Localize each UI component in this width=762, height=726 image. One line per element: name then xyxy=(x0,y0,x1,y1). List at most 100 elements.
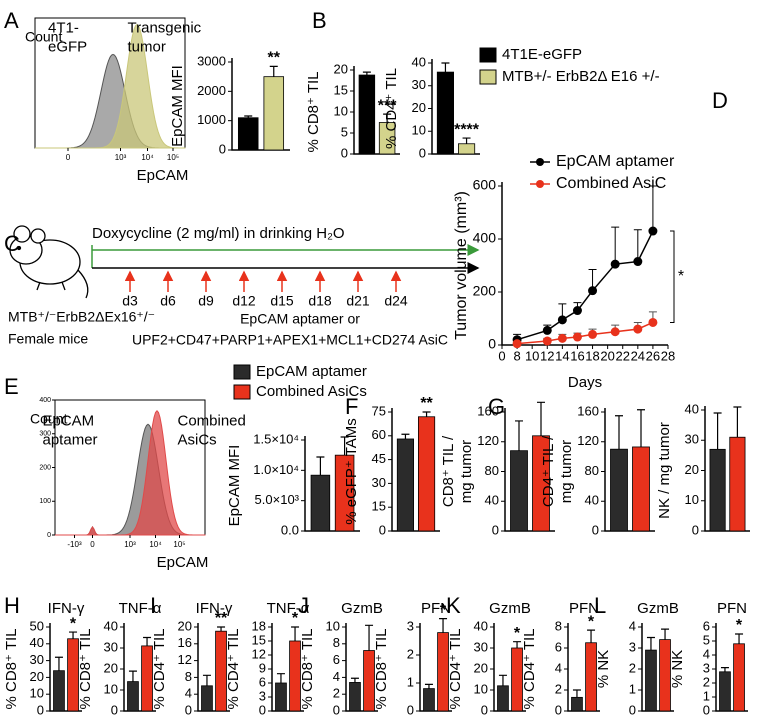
y-tick-label: 0 xyxy=(555,702,562,717)
y-tick-label: 2000 xyxy=(197,83,226,98)
y-tick-label: 2 xyxy=(703,674,710,689)
panel-letter: A xyxy=(4,8,19,33)
point xyxy=(610,259,620,269)
point xyxy=(557,333,567,343)
error-bar xyxy=(350,677,359,683)
panel-letter: K xyxy=(446,593,461,618)
y-tick-label: 20 xyxy=(685,462,699,477)
error-bar xyxy=(217,626,226,632)
y-tick-label: 45 xyxy=(372,451,386,466)
dose-day: d24 xyxy=(384,293,408,309)
y-tick-label: 40 xyxy=(104,618,118,633)
axis xyxy=(501,182,668,346)
x-tick-label: 18 xyxy=(585,348,599,363)
y-tick-label: 30 xyxy=(372,475,386,490)
y-tick-label: 5 xyxy=(341,124,348,139)
dose-day: d21 xyxy=(346,293,370,309)
y-axis-label: % CD8⁺ TIL xyxy=(3,629,20,710)
y-tick-label: 120 xyxy=(577,433,599,448)
y-tick-label: 10 xyxy=(334,103,348,118)
chart-title: GzmB xyxy=(489,600,531,617)
y-tick-label: 0 xyxy=(111,702,118,717)
chart-title: GzmB xyxy=(637,600,679,617)
y-axis-label: CD8⁺ TIL / xyxy=(440,435,457,507)
error-bar xyxy=(143,636,152,646)
y-tick-label: 20 xyxy=(178,618,192,633)
chart-title: PFN xyxy=(717,600,747,617)
x-tick-label: 26 xyxy=(646,348,660,363)
histogram-annotation: AsiCs xyxy=(178,432,217,449)
y-tick-label: 8 xyxy=(555,618,562,633)
bar xyxy=(733,643,745,712)
y-tick-label: 15 xyxy=(252,632,266,647)
error-bar xyxy=(365,624,374,651)
legend-swatch xyxy=(479,69,497,85)
histogram-curve xyxy=(35,53,185,149)
y-tick-label: 0 xyxy=(259,702,266,717)
y-tick-label: 0.0 xyxy=(281,522,299,537)
bar xyxy=(423,688,435,712)
y-tick-label: 3 xyxy=(407,618,414,633)
error-bar xyxy=(515,420,523,451)
error-bar xyxy=(713,412,722,450)
histogram-curve xyxy=(55,410,205,536)
point xyxy=(610,327,620,337)
treatment-label: Doxycycline (2 mg/ml) in drinking H₂O xyxy=(92,225,345,242)
bar xyxy=(53,670,65,712)
y-tick-label: 0 xyxy=(333,702,340,717)
y-axis-label: % CD8⁺ TIL xyxy=(77,629,94,710)
chart-title: TNF-α xyxy=(119,600,162,617)
y-axis-label: % eGFP⁺ TAMs xyxy=(343,418,360,525)
y-tick-label: 8 xyxy=(333,635,340,650)
bar xyxy=(310,474,331,532)
y-tick-label: 15 xyxy=(334,82,348,97)
y-axis-label: % NK xyxy=(595,650,612,688)
point xyxy=(633,257,643,267)
y-axis-label: CD4⁺ TIL / xyxy=(540,435,557,507)
y-tick-label: 1.0×10⁴ xyxy=(253,462,299,477)
significance: * xyxy=(514,625,521,642)
significance: * xyxy=(736,617,743,634)
significance: ** xyxy=(215,610,228,627)
y-tick-label: 10 xyxy=(474,681,488,696)
y-tick-label: 40 xyxy=(30,635,44,650)
y-axis-label: % CD8⁺ TIL xyxy=(299,629,316,710)
y-tick-label: 0 xyxy=(379,522,386,537)
x-tick-label: 24 xyxy=(631,348,645,363)
y-tick-label: 12 xyxy=(178,652,192,667)
y-axis-label: % CD4⁺ TIL xyxy=(225,629,242,710)
histogram-annotation: 4T1- xyxy=(48,19,79,36)
bar xyxy=(127,681,139,712)
bar xyxy=(632,446,650,532)
y-axis-label: EpCAM MFI xyxy=(226,445,243,527)
point xyxy=(648,226,658,236)
x-tick-label: 10³ xyxy=(115,153,127,162)
x-tick-label: -10³ xyxy=(67,540,82,549)
y-axis-label: % CD4⁺ TIL xyxy=(447,629,464,710)
histogram-curve xyxy=(35,23,186,149)
y-axis-label: % CD4⁺ TIL xyxy=(521,629,538,710)
error-bar xyxy=(462,137,471,144)
y-tick-label: 40 xyxy=(412,54,426,69)
bar xyxy=(645,649,657,712)
error-bar xyxy=(498,674,507,686)
therapy-label: EpCAM aptamer or xyxy=(240,311,360,327)
y-tick-label: 0 xyxy=(492,522,499,537)
dose-day: d15 xyxy=(270,293,294,309)
y-tick-label: 0 xyxy=(419,145,426,160)
panel-letter: G xyxy=(488,394,505,419)
x-tick-label: 16 xyxy=(570,348,584,363)
y-tick-label: 0 xyxy=(629,702,636,717)
therapy-label: UPF2+CD47+PARP1+APEX1+MCL1+CD274 AsiC xyxy=(132,332,448,348)
point xyxy=(633,324,643,334)
significance: * xyxy=(292,610,299,627)
x-tick-label: 10⁵ xyxy=(167,153,179,162)
chart-title: GzmB xyxy=(341,600,383,617)
y-tick-label: 1 xyxy=(629,681,636,696)
error-bar xyxy=(441,62,450,73)
error-bar xyxy=(128,670,137,682)
chart-title: TNF-α xyxy=(267,600,310,617)
significance: *** xyxy=(378,97,397,114)
y-tick-label: 5.0×10³ xyxy=(255,492,300,507)
y-tick-label: 10 xyxy=(30,686,44,701)
